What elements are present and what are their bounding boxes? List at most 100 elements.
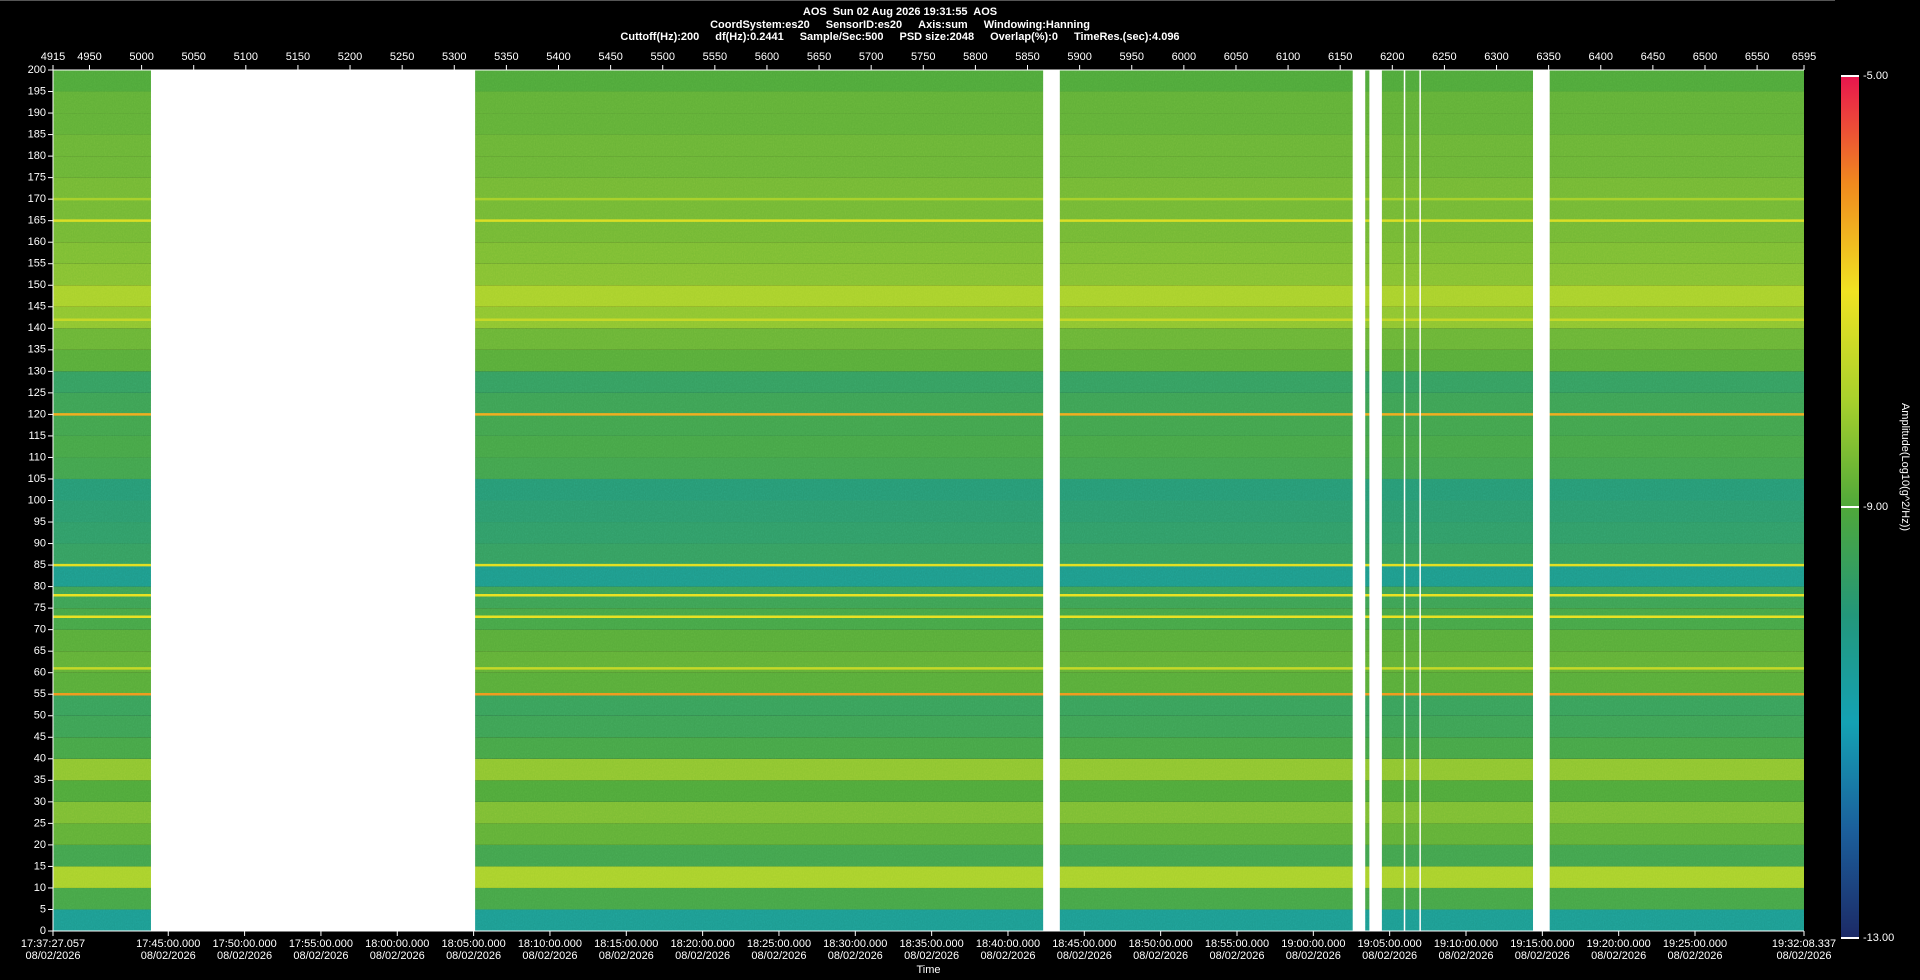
time-tick-date: 08/02/2026 bbox=[1362, 950, 1417, 962]
time-tick-label: 19:00:00.000 bbox=[1281, 938, 1345, 950]
x-tick-label: 4915 bbox=[41, 51, 65, 63]
time-tick-label: 19:15:00.000 bbox=[1510, 938, 1574, 950]
y-tick-label: 135 bbox=[28, 344, 46, 356]
x-tick-label: 6550 bbox=[1745, 51, 1769, 63]
x-tick-label: 5000 bbox=[129, 51, 153, 63]
x-tick-label: 6595 bbox=[1792, 51, 1816, 63]
y-tick-label: 5 bbox=[40, 903, 46, 915]
x-tick-label: 6500 bbox=[1693, 51, 1717, 63]
time-tick-label: 17:50:00.000 bbox=[212, 938, 276, 950]
x-tick-label: 5950 bbox=[1119, 51, 1143, 63]
x-tick-label: 5700 bbox=[859, 51, 883, 63]
y-tick-label: 165 bbox=[28, 215, 46, 227]
y-tick-label: 115 bbox=[28, 430, 46, 442]
y-tick-label: 55 bbox=[34, 688, 46, 700]
time-tick-label: 17:37:27.057 bbox=[21, 938, 85, 950]
time-tick-label: 18:25:00.000 bbox=[747, 938, 811, 950]
y-tick-label: 125 bbox=[28, 387, 46, 399]
colorbar-tick-label: -5.00 bbox=[1863, 70, 1888, 82]
y-tick-label: 105 bbox=[28, 473, 46, 485]
time-tick-date: 08/02/2026 bbox=[828, 950, 883, 962]
info-item: Axis:sum bbox=[918, 19, 968, 31]
x-tick-label: 6350 bbox=[1536, 51, 1560, 63]
y-tick-label: 0 bbox=[40, 925, 46, 937]
time-tick-date: 08/02/2026 bbox=[980, 950, 1035, 962]
time-tick-label: 19:25:00.000 bbox=[1663, 938, 1727, 950]
y-tick-label: 45 bbox=[34, 731, 46, 743]
info-item: Cuttoff(Hz):200 bbox=[620, 31, 699, 43]
x-tick-label: 6150 bbox=[1328, 51, 1352, 63]
info-item: TimeRes.(sec):4.096 bbox=[1074, 31, 1180, 43]
time-tick-date: 08/02/2026 bbox=[904, 950, 959, 962]
y-tick-label: 95 bbox=[34, 516, 46, 528]
y-tick-label: 35 bbox=[34, 774, 46, 786]
x-tick-label: 5750 bbox=[911, 51, 935, 63]
x-tick-label: 5800 bbox=[963, 51, 987, 63]
time-tick-date: 08/02/2026 bbox=[370, 950, 425, 962]
y-tick-label: 155 bbox=[28, 258, 46, 270]
time-tick-date: 08/02/2026 bbox=[1286, 950, 1341, 962]
y-tick-label: 70 bbox=[34, 624, 46, 636]
data-gap bbox=[1419, 70, 1421, 931]
time-tick-date: 08/02/2026 bbox=[1776, 950, 1831, 962]
data-gap bbox=[1352, 70, 1366, 931]
time-tick-date: 08/02/2026 bbox=[217, 950, 272, 962]
info-line: CoordSystem:es20 SensorID:es20 Axis:sum Win… bbox=[710, 19, 1090, 31]
y-tick-label: 140 bbox=[28, 322, 46, 334]
x-tick-label: 6250 bbox=[1432, 51, 1456, 63]
x-tick-label: 5500 bbox=[650, 51, 674, 63]
x-tick-label: 5650 bbox=[807, 51, 831, 63]
y-tick-label: 60 bbox=[34, 667, 46, 679]
x-tick-label: 6300 bbox=[1484, 51, 1508, 63]
time-tick-date: 08/02/2026 bbox=[25, 950, 80, 962]
x-tick-label: 4950 bbox=[77, 51, 101, 63]
x-tick-label: 5450 bbox=[598, 51, 622, 63]
y-tick-label: 195 bbox=[28, 85, 46, 97]
time-tick-label: 18:15:00.000 bbox=[594, 938, 658, 950]
info-item: Overlap(%):0 bbox=[990, 31, 1058, 43]
x-tick-label: 5100 bbox=[234, 51, 258, 63]
data-gap bbox=[1403, 70, 1406, 931]
y-tick-label: 65 bbox=[34, 645, 46, 657]
data-gap bbox=[1043, 70, 1060, 931]
y-tick-label: 130 bbox=[28, 365, 46, 377]
y-tick-label: 160 bbox=[28, 236, 46, 248]
y-tick-label: 90 bbox=[34, 537, 46, 549]
time-tick-date: 08/02/2026 bbox=[141, 950, 196, 962]
y-tick-label: 15 bbox=[34, 860, 46, 872]
y-tick-label: 30 bbox=[34, 796, 46, 808]
time-tick-date: 08/02/2026 bbox=[599, 950, 654, 962]
time-tick-date: 08/02/2026 bbox=[1515, 950, 1570, 962]
time-tick-date: 08/02/2026 bbox=[1438, 950, 1493, 962]
time-tick-label: 18:05:00.000 bbox=[441, 938, 505, 950]
x-tick-label: 5550 bbox=[703, 51, 727, 63]
y-tick-label: 175 bbox=[28, 172, 46, 184]
x-tick-label: 5850 bbox=[1015, 51, 1039, 63]
y-tick-label: 25 bbox=[34, 817, 46, 829]
colorbar-tick-label: -13.00 bbox=[1863, 932, 1894, 944]
time-tick-label: 17:45:00.000 bbox=[136, 938, 200, 950]
x-axis-title: Time bbox=[916, 964, 940, 976]
time-tick-date: 08/02/2026 bbox=[293, 950, 348, 962]
time-tick-label: 18:00:00.000 bbox=[365, 938, 429, 950]
info-item: Windowing:Hanning bbox=[984, 19, 1090, 31]
info-item: df(Hz):0.2441 bbox=[715, 31, 783, 43]
y-tick-label: 40 bbox=[34, 753, 46, 765]
info-item: SensorID:es20 bbox=[826, 19, 902, 31]
x-tick-label: 5050 bbox=[181, 51, 205, 63]
data-gap bbox=[1533, 70, 1550, 931]
time-tick-date: 08/02/2026 bbox=[1133, 950, 1188, 962]
x-tick-label: 6400 bbox=[1589, 51, 1613, 63]
time-tick-date: 08/02/2026 bbox=[1591, 950, 1646, 962]
y-tick-label: 20 bbox=[34, 839, 46, 851]
x-tick-label: 5350 bbox=[494, 51, 518, 63]
info-item: CoordSystem:es20 bbox=[710, 19, 810, 31]
x-tick-label: 6050 bbox=[1224, 51, 1248, 63]
y-tick-label: 85 bbox=[34, 559, 46, 571]
time-tick-label: 18:55:00.000 bbox=[1205, 938, 1269, 950]
time-tick-label: 18:10:00.000 bbox=[518, 938, 582, 950]
y-tick-label: 75 bbox=[34, 602, 46, 614]
time-tick-date: 08/02/2026 bbox=[446, 950, 501, 962]
y-tick-label: 80 bbox=[34, 581, 46, 593]
